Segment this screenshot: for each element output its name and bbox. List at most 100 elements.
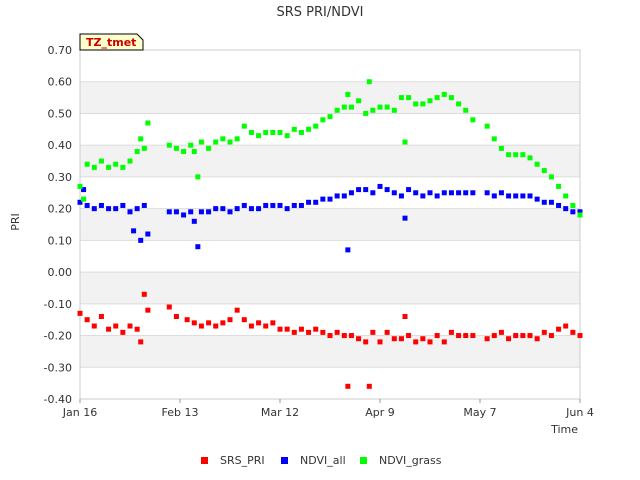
y-tick-label: 0.20 (48, 203, 73, 216)
data-point (413, 190, 419, 196)
data-point (145, 120, 151, 126)
data-point (370, 329, 376, 335)
y-tick-label: 0.60 (48, 76, 73, 89)
data-point (188, 142, 194, 148)
data-point (570, 329, 576, 335)
data-point (195, 174, 201, 180)
data-point (384, 104, 390, 110)
grid-band (80, 81, 580, 114)
data-point (81, 196, 87, 202)
series-ndvi-all (77, 183, 583, 253)
data-point (277, 202, 283, 208)
data-point (291, 126, 297, 132)
data-point (334, 329, 340, 335)
legend: SRS_PRI NDVI_all NDVI_grass (201, 454, 442, 467)
site-tag-shape (79, 33, 144, 51)
data-point (463, 190, 469, 196)
data-point (448, 190, 454, 196)
data-point (327, 114, 333, 120)
data-point (213, 139, 219, 145)
data-point (206, 145, 212, 151)
data-point (456, 101, 462, 107)
data-point (402, 314, 408, 320)
data-point (227, 139, 233, 145)
data-point (491, 333, 497, 339)
data-point (391, 336, 397, 342)
y-tick-label: -0.30 (44, 361, 72, 374)
data-point (141, 202, 147, 208)
data-point (248, 206, 254, 212)
x-tick-label: Feb 13 (162, 406, 199, 419)
data-point (541, 199, 547, 205)
data-point (398, 193, 404, 199)
data-point (484, 336, 490, 342)
data-point (77, 183, 83, 189)
data-point (227, 209, 233, 215)
data-point (398, 336, 404, 342)
data-point (188, 209, 194, 215)
data-point (145, 231, 151, 237)
data-point (448, 95, 454, 101)
data-point (248, 129, 254, 135)
data-point (198, 323, 204, 329)
data-point (577, 333, 583, 339)
data-point (556, 183, 562, 189)
data-point (220, 136, 226, 142)
data-point (270, 202, 276, 208)
data-point (313, 123, 319, 129)
data-point (498, 145, 504, 151)
data-point (127, 209, 133, 215)
data-point (120, 329, 126, 335)
data-point (145, 307, 151, 313)
data-point (506, 152, 512, 158)
data-point (166, 209, 172, 215)
data-point (513, 333, 519, 339)
data-point (348, 104, 354, 110)
data-point (506, 193, 512, 199)
data-point (241, 123, 247, 129)
y-tick-label: 0.10 (48, 234, 73, 247)
data-point (556, 326, 562, 332)
data-point (270, 129, 276, 135)
data-point (366, 383, 372, 389)
y-tick-label: 0.30 (48, 171, 73, 184)
data-point (241, 317, 247, 323)
data-point (548, 333, 554, 339)
data-point (256, 133, 262, 139)
x-tick-label: Jan 16 (62, 406, 97, 419)
data-point (181, 149, 187, 155)
data-point (263, 202, 269, 208)
data-point (377, 339, 383, 345)
data-point (91, 323, 97, 329)
data-point (138, 339, 144, 345)
data-point (348, 333, 354, 339)
legend-label: NDVI_all (300, 454, 346, 467)
data-point (334, 193, 340, 199)
data-point (398, 95, 404, 101)
data-point (234, 206, 240, 212)
legend-label: SRS_PRI (220, 454, 265, 467)
data-point (284, 133, 290, 139)
data-point (256, 206, 262, 212)
data-point (484, 123, 490, 129)
data-point (406, 333, 412, 339)
data-point (534, 336, 540, 342)
data-point (520, 193, 526, 199)
data-point (98, 202, 104, 208)
data-point (402, 215, 408, 221)
data-point (506, 336, 512, 342)
series-srs-pri (77, 291, 583, 389)
data-point (348, 190, 354, 196)
data-point (113, 161, 119, 167)
y-tick-label: -0.20 (44, 330, 72, 343)
data-point (570, 209, 576, 215)
data-point (366, 79, 372, 85)
data-point (91, 206, 97, 212)
data-point (491, 193, 497, 199)
data-layer (77, 79, 583, 389)
data-point (120, 202, 126, 208)
data-point (548, 199, 554, 205)
data-point (513, 152, 519, 158)
data-point (470, 117, 476, 123)
data-point (277, 326, 283, 332)
